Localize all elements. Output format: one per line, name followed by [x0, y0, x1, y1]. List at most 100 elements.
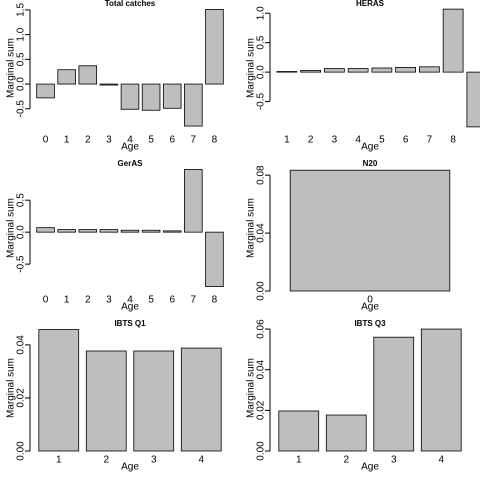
y-tick-label: 0.02: [16, 388, 27, 408]
x-tick-label: 1: [284, 135, 290, 146]
y-axis-label: Marginal sum: [6, 38, 17, 98]
bar: [325, 414, 367, 452]
bar: [78, 229, 98, 233]
x-tick-label: 4: [127, 135, 133, 146]
bar: [57, 69, 76, 85]
chart-title: Total catches: [105, 0, 156, 8]
bar: [323, 68, 345, 73]
x-axis-label: Age: [121, 302, 139, 313]
bar: [395, 67, 416, 73]
x-tick-label: 3: [151, 455, 157, 466]
x-tick-label: 1: [64, 135, 70, 146]
bar: [442, 8, 464, 73]
x-tick-label: 2: [103, 455, 109, 466]
x-tick-label: 8: [450, 135, 456, 146]
y-tick-label: 0.04: [16, 335, 27, 355]
x-tick-label: 7: [191, 135, 197, 146]
x-tick-label: 2: [85, 135, 91, 146]
x-tick-label: 8: [212, 295, 218, 306]
x-tick-label: 0: [367, 295, 373, 306]
y-tick-label: 0.08: [256, 165, 267, 185]
x-tick-label: 7: [427, 135, 433, 146]
y-tick-label: 0.02: [256, 400, 267, 420]
x-tick-label: 1: [64, 295, 70, 306]
x-tick-label: 4: [355, 135, 361, 146]
x-tick-label: 6: [403, 135, 409, 146]
x-tick-label: 2: [308, 135, 314, 146]
bar: [205, 9, 224, 85]
bar: [418, 66, 440, 73]
x-tick-label: 3: [106, 295, 112, 306]
y-tick-label: 1.0: [256, 6, 267, 20]
bar: [120, 229, 140, 233]
x-tick-label: 5: [148, 295, 154, 306]
y-axis-label: Marginal sum: [246, 358, 257, 418]
bar: [36, 83, 55, 99]
y-tick-label: 0.0: [16, 77, 27, 91]
y-tick-label: 0.00: [16, 441, 27, 461]
bar: [78, 65, 98, 85]
x-tick-label: 0: [43, 295, 49, 306]
x-tick-label: 2: [85, 295, 91, 306]
x-tick-label: 3: [391, 455, 397, 466]
bar: [466, 71, 480, 128]
bar: [141, 229, 161, 233]
bar: [141, 83, 161, 111]
bar: [180, 347, 222, 452]
bar: [36, 227, 55, 233]
chart-title: HERAS: [356, 0, 385, 8]
x-tick-label: 6: [169, 135, 175, 146]
x-axis-label: Age: [361, 302, 379, 313]
chart-title: N20: [363, 159, 378, 168]
bar: [184, 169, 203, 233]
bar: [184, 83, 203, 127]
bar: [57, 229, 76, 233]
x-tick-label: 2: [343, 455, 349, 466]
bar: [162, 230, 182, 233]
bar: [205, 231, 224, 287]
x-tick-label: 4: [198, 455, 204, 466]
y-tick-label: 0.04: [256, 360, 267, 380]
chart-title: IBTS Q1: [114, 319, 146, 328]
y-tick-label: 0.06: [256, 319, 267, 339]
x-tick-label: 8: [212, 135, 218, 146]
bar: [347, 68, 369, 73]
y-tick-label: 0.5: [16, 193, 27, 207]
x-tick-label: 4: [438, 455, 444, 466]
bar: [120, 83, 140, 110]
y-tick-label: 0.04: [256, 223, 267, 243]
x-tick-label: 5: [379, 135, 385, 146]
chart-title: IBTS Q3: [354, 319, 386, 328]
y-tick-label: 1.5: [16, 3, 27, 17]
x-tick-label: 5: [148, 135, 154, 146]
chart-title: GerAS: [118, 159, 144, 168]
y-axis-label: Marginal sum: [6, 198, 17, 258]
y-tick-label: -0.5: [16, 100, 27, 118]
x-tick-label: 3: [332, 135, 338, 146]
y-tick-label: 0.5: [256, 35, 267, 49]
y-tick-label: -0.5: [16, 255, 27, 273]
bar: [85, 350, 127, 452]
y-tick-label: 0.5: [16, 52, 27, 66]
bar: [371, 67, 393, 73]
bar: [162, 83, 182, 109]
y-axis-label: Marginal sum: [6, 358, 17, 418]
x-axis-label: Age: [361, 462, 379, 473]
x-tick-label: 3: [106, 135, 112, 146]
bar: [289, 169, 451, 292]
y-tick-label: 0.0: [16, 225, 27, 239]
bar: [300, 69, 321, 73]
bar: [99, 229, 119, 233]
bar: [38, 329, 80, 452]
bar: [373, 336, 415, 452]
y-tick-label: 1.0: [16, 27, 27, 41]
x-tick-label: 1: [296, 455, 302, 466]
y-tick-label: 0.00: [256, 441, 267, 461]
x-axis-label: Age: [361, 142, 379, 153]
bar: [276, 71, 298, 73]
y-tick-label: -0.5: [256, 93, 267, 111]
bar: [278, 410, 320, 452]
y-tick-label: 0.0: [256, 65, 267, 79]
